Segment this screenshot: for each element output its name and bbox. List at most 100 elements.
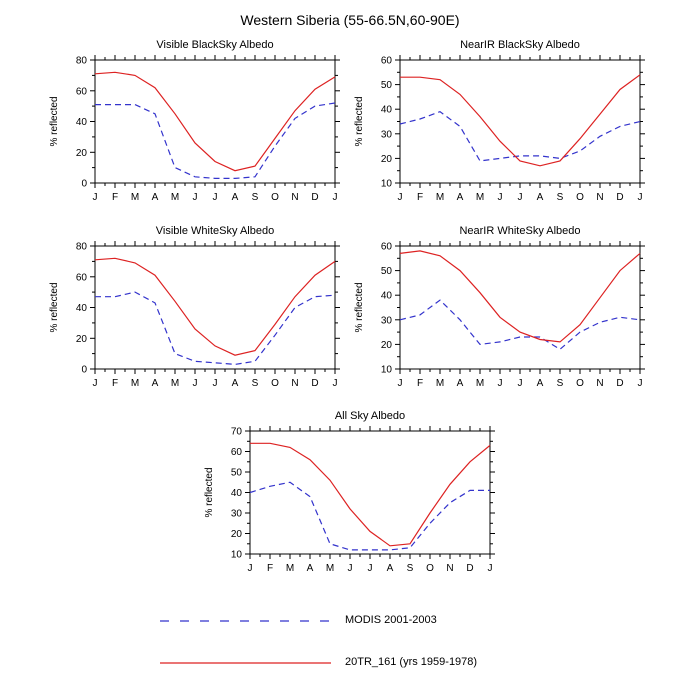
x-tick-label: A [457, 378, 464, 389]
x-tick-label: D [616, 192, 623, 203]
y-tick-label: 50 [381, 266, 393, 277]
y-tick-label: 20 [76, 148, 88, 159]
figure-title: Western Siberia (55-66.5N,60-90E) [240, 12, 460, 28]
y-tick-label: 70 [231, 427, 243, 438]
x-tick-label: D [466, 563, 473, 574]
chart-canvas: Visible WhiteSky Albedo % reflected 0 20 40 6… [49, 225, 340, 389]
y-tick-label: 50 [381, 80, 393, 91]
x-tick-label: J [213, 378, 218, 389]
model-solid-line-sample [158, 656, 333, 668]
x-tick-label: J [498, 378, 503, 389]
x-tick-label: M [171, 192, 179, 203]
x-tick-label: S [557, 378, 564, 389]
x-tick-label: N [596, 192, 603, 203]
x-tick-label: A [232, 378, 239, 389]
plot-frame [249, 430, 491, 555]
chart-nearir-whitesky-albedo: NearIR WhiteSky Albedo % reflected 10 20 30 4… [350, 218, 650, 400]
x-tick-label: S [252, 192, 259, 203]
subplot-title: Visible BlackSky Albedo [156, 39, 273, 51]
y-axis-label: % reflected [354, 96, 365, 146]
y-tick-label: 40 [381, 291, 393, 302]
x-tick-label: N [291, 378, 298, 389]
y-tick-label: 10 [231, 550, 243, 561]
x-tick-label: M [286, 563, 294, 574]
y-axis-label: % reflected [49, 96, 60, 146]
chart-visible-blacksky-albedo: Visible BlackSky Albedo % reflected 0 20 40 6… [45, 32, 345, 214]
series-line-model [399, 250, 641, 343]
chart-visible-whitesky-albedo: Visible WhiteSky Albedo % reflected 0 20 40 6… [45, 218, 345, 400]
series-line-modis [399, 111, 641, 162]
y-tick-label: 60 [381, 56, 393, 67]
x-tick-label: J [93, 378, 98, 389]
x-tick-label: O [576, 378, 584, 389]
x-tick-label: J [348, 563, 353, 574]
x-tick-label: F [112, 378, 118, 389]
x-tick-label: J [398, 192, 403, 203]
x-tick-label: O [271, 378, 279, 389]
x-tick-label: J [518, 378, 523, 389]
x-tick-label: F [112, 192, 118, 203]
legend-item-model: 20TR_161 (yrs 1959-1978) [158, 652, 477, 672]
y-tick-label: 10 [381, 179, 393, 190]
x-tick-label: A [457, 192, 464, 203]
y-tick-label: 80 [76, 56, 88, 67]
x-tick-label: M [436, 378, 444, 389]
x-tick-label: F [417, 378, 423, 389]
x-tick-label: A [152, 378, 159, 389]
plot-frame [94, 245, 336, 370]
y-tick-label: 60 [76, 86, 88, 97]
x-tick-label: D [616, 378, 623, 389]
x-tick-label: S [407, 563, 414, 574]
x-tick-label: A [307, 563, 314, 574]
x-tick-label: J [638, 192, 643, 203]
x-tick-label: M [171, 378, 179, 389]
y-tick-label: 60 [231, 447, 243, 458]
x-tick-label: J [333, 378, 338, 389]
x-tick-label: M [131, 378, 139, 389]
y-tick-label: 30 [381, 315, 393, 326]
subplot-title: Visible WhiteSky Albedo [156, 225, 274, 237]
x-tick-label: F [267, 563, 273, 574]
x-tick-label: A [537, 378, 544, 389]
series-line-model [94, 257, 336, 356]
x-tick-label: J [398, 378, 403, 389]
y-tick-label: 0 [81, 365, 87, 376]
series-line-modis [249, 481, 490, 551]
plot-frame [399, 245, 641, 370]
x-tick-label: J [213, 192, 218, 203]
chart-canvas: NearIR WhiteSky Albedo % reflected 10 20 30 4… [354, 225, 645, 389]
y-tick-label: 50 [231, 468, 243, 479]
x-tick-label: F [417, 192, 423, 203]
y-tick-label: 20 [381, 154, 393, 165]
x-tick-label: A [537, 192, 544, 203]
y-tick-label: 60 [76, 272, 88, 283]
x-tick-label: J [498, 192, 503, 203]
x-tick-label: M [326, 563, 334, 574]
x-tick-label: N [291, 192, 298, 203]
x-tick-label: M [476, 192, 484, 203]
y-tick-label: 40 [76, 117, 88, 128]
x-tick-label: J [193, 378, 198, 389]
x-tick-label: M [476, 378, 484, 389]
y-tick-label: 40 [231, 488, 243, 499]
y-tick-label: 30 [231, 509, 243, 520]
chart-allsky-albedo: All Sky Albedo % reflected 10 20 30 40 50 60 70 J… [200, 403, 500, 585]
x-tick-label: M [436, 192, 444, 203]
x-tick-label: J [488, 563, 493, 574]
series-line-modis [95, 102, 336, 179]
x-tick-label: N [596, 378, 603, 389]
x-tick-label: S [252, 378, 259, 389]
y-tick-label: 20 [231, 529, 243, 540]
plot-frame [94, 59, 336, 184]
y-axis-label: % reflected [204, 467, 215, 517]
y-tick-label: 20 [76, 334, 88, 345]
series-line-model [94, 71, 336, 172]
legend: MODIS 2001-2003 20TR_161 (yrs 1959-1978) [158, 610, 477, 694]
modis-dashed-line-sample [158, 614, 333, 626]
x-tick-label: A [387, 563, 394, 574]
legend-label-modis: MODIS 2001-2003 [345, 614, 437, 626]
y-tick-label: 40 [76, 303, 88, 314]
x-tick-label: A [232, 192, 239, 203]
y-axis-label: % reflected [49, 282, 60, 332]
